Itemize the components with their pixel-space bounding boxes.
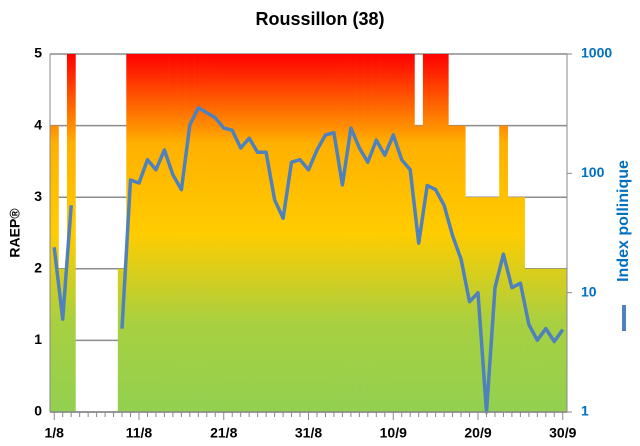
bar xyxy=(524,268,534,412)
bar xyxy=(397,54,407,412)
bar xyxy=(312,54,322,412)
y-tick-label: 5 xyxy=(34,45,42,61)
bar xyxy=(50,125,59,412)
bar xyxy=(321,54,330,412)
bar xyxy=(541,268,551,412)
bar xyxy=(295,54,305,412)
bar xyxy=(414,125,424,412)
y-axis-label: RAEP® xyxy=(7,208,23,258)
bar xyxy=(389,54,398,412)
x-tick-label: 1/8 xyxy=(45,425,65,441)
marks xyxy=(50,54,568,414)
bar xyxy=(168,54,178,412)
y-tick-label: 1 xyxy=(34,331,42,347)
y2-tick-label: 10 xyxy=(581,283,597,299)
bar xyxy=(211,54,220,412)
x-tick-label: 20/9 xyxy=(464,425,491,441)
bar xyxy=(66,54,76,412)
bar xyxy=(278,54,288,412)
bar xyxy=(236,54,246,412)
y-tick-label: 4 xyxy=(34,116,42,132)
bar xyxy=(363,54,373,412)
bar xyxy=(499,125,508,412)
bar xyxy=(304,54,314,412)
bar xyxy=(516,197,525,412)
bar xyxy=(287,54,297,412)
y2-legend: Index pollinique xyxy=(615,160,632,331)
bar xyxy=(355,54,364,412)
bar xyxy=(558,268,568,412)
y2-tick-label: 1 xyxy=(581,403,589,419)
y-tick-label: 0 xyxy=(34,403,42,419)
y2-tick-label: 1000 xyxy=(581,45,612,61)
bar xyxy=(253,54,263,412)
bar xyxy=(160,54,169,412)
x-tick-label: 11/8 xyxy=(126,425,153,441)
bar xyxy=(126,54,136,412)
y-tick-label: 3 xyxy=(34,188,42,204)
x-tick-label: 30/9 xyxy=(549,425,576,441)
bar xyxy=(227,54,237,412)
x-tick-label: 31/8 xyxy=(295,425,322,441)
bar xyxy=(185,54,195,412)
bar xyxy=(482,197,492,412)
bar xyxy=(405,54,415,412)
bar xyxy=(380,54,390,412)
bar xyxy=(372,54,381,412)
y2-axis-label: Index pollinique xyxy=(615,160,632,282)
bar xyxy=(244,54,254,412)
bar xyxy=(194,54,203,412)
bar xyxy=(261,54,271,412)
bar xyxy=(431,54,441,412)
bar xyxy=(338,54,347,412)
bar xyxy=(202,54,212,412)
y2-tick-label: 100 xyxy=(581,164,605,180)
bar xyxy=(465,197,475,412)
y-tick-label: 2 xyxy=(34,260,42,276)
bar xyxy=(270,54,280,412)
chart-title: Roussillon (38) xyxy=(255,9,384,29)
bar xyxy=(134,54,144,412)
bar xyxy=(219,54,229,412)
line xyxy=(52,106,565,414)
bar xyxy=(448,125,458,412)
bar xyxy=(117,268,127,412)
bar xyxy=(143,54,153,412)
axes: 0 1 2 3 4 5 1 10 100 1000 1/8 11/8 21/8 31/8 10/9 20/9 3… xyxy=(34,45,612,441)
x-tick-label: 10/9 xyxy=(380,425,407,441)
bar xyxy=(422,54,432,412)
x-tick-label: 21/8 xyxy=(210,425,237,441)
bar xyxy=(177,54,186,412)
bar xyxy=(507,197,517,412)
bar xyxy=(329,54,339,412)
bar xyxy=(58,268,68,412)
bar xyxy=(151,54,161,412)
bar xyxy=(439,54,449,412)
bar xyxy=(346,54,356,412)
